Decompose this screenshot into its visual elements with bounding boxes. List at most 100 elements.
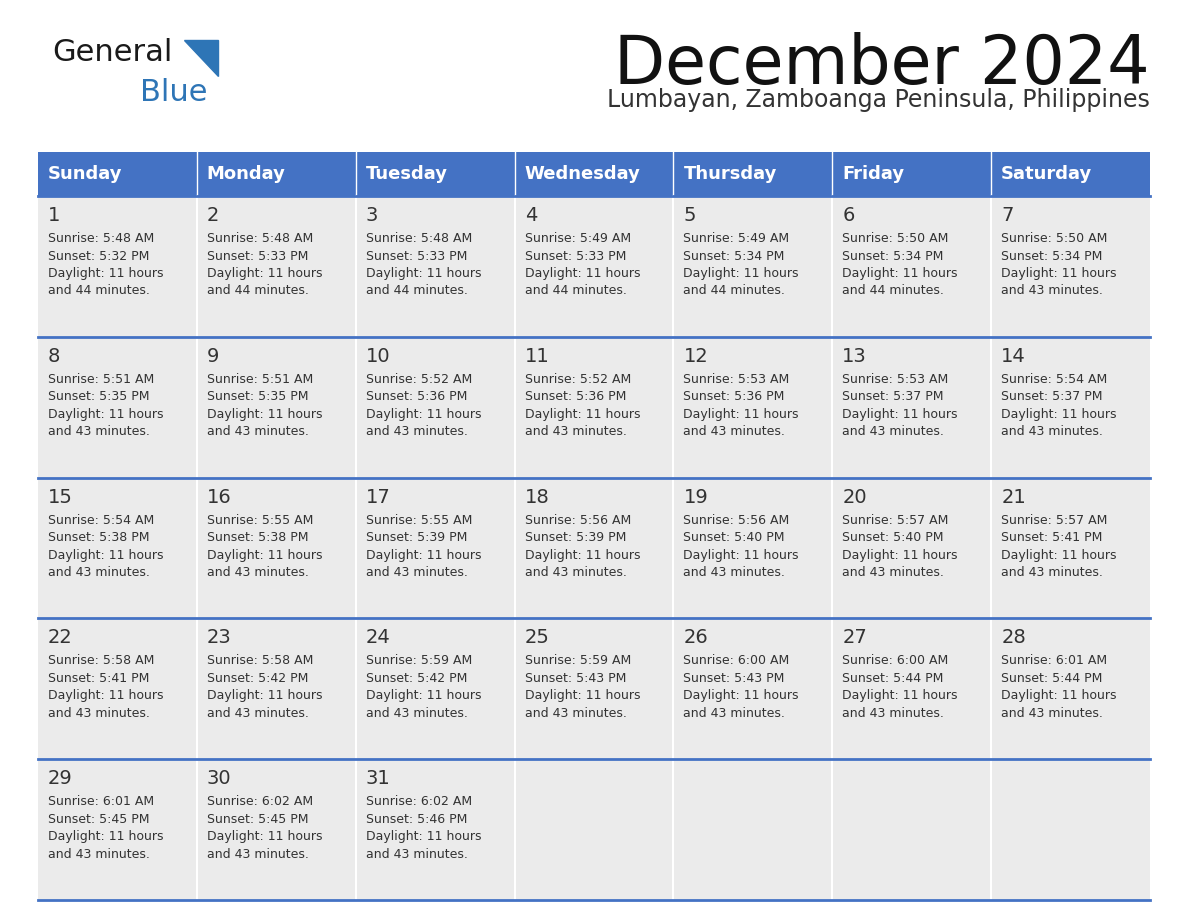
Text: 23: 23: [207, 629, 232, 647]
Text: 13: 13: [842, 347, 867, 365]
Bar: [197, 152, 355, 196]
Bar: [833, 759, 991, 900]
Text: Daylight: 11 hours: Daylight: 11 hours: [525, 267, 640, 280]
Text: Daylight: 11 hours: Daylight: 11 hours: [207, 830, 322, 844]
Bar: [833, 152, 991, 196]
Text: Daylight: 11 hours: Daylight: 11 hours: [366, 267, 481, 280]
Text: and 43 minutes.: and 43 minutes.: [48, 847, 150, 861]
Text: Sunrise: 6:01 AM: Sunrise: 6:01 AM: [48, 795, 154, 808]
Text: Sunset: 5:33 PM: Sunset: 5:33 PM: [207, 250, 308, 263]
Text: Sunrise: 5:53 AM: Sunrise: 5:53 AM: [683, 373, 790, 386]
Text: 17: 17: [366, 487, 391, 507]
Bar: [197, 759, 355, 900]
Text: 30: 30: [207, 769, 232, 789]
Text: and 44 minutes.: and 44 minutes.: [207, 285, 309, 297]
Text: 31: 31: [366, 769, 391, 789]
Text: General: General: [52, 38, 172, 67]
Text: Sunset: 5:35 PM: Sunset: 5:35 PM: [207, 390, 309, 403]
Polygon shape: [184, 40, 219, 76]
Text: Sunset: 5:40 PM: Sunset: 5:40 PM: [842, 532, 943, 544]
Text: Sunset: 5:32 PM: Sunset: 5:32 PM: [48, 250, 150, 263]
Bar: [833, 196, 991, 337]
Bar: [991, 477, 1150, 619]
Text: Sunrise: 5:58 AM: Sunrise: 5:58 AM: [48, 655, 154, 667]
Text: Sunset: 5:38 PM: Sunset: 5:38 PM: [207, 532, 309, 544]
Text: 2: 2: [207, 206, 220, 225]
Text: Daylight: 11 hours: Daylight: 11 hours: [842, 689, 958, 702]
Text: 15: 15: [48, 487, 72, 507]
Bar: [355, 152, 514, 196]
Text: Daylight: 11 hours: Daylight: 11 hours: [207, 267, 322, 280]
Bar: [991, 196, 1150, 337]
Bar: [197, 477, 355, 619]
Text: 14: 14: [1001, 347, 1026, 365]
Bar: [355, 619, 514, 759]
Bar: [38, 477, 197, 619]
Text: 6: 6: [842, 206, 854, 225]
Text: Thursday: Thursday: [683, 165, 777, 183]
Text: Sunset: 5:40 PM: Sunset: 5:40 PM: [683, 532, 785, 544]
Bar: [514, 152, 674, 196]
Text: Sunrise: 5:49 AM: Sunrise: 5:49 AM: [683, 232, 790, 245]
Text: Sunset: 5:41 PM: Sunset: 5:41 PM: [48, 672, 150, 685]
Text: Sunrise: 5:55 AM: Sunrise: 5:55 AM: [366, 513, 472, 527]
Text: and 43 minutes.: and 43 minutes.: [1001, 566, 1102, 579]
Text: Sunrise: 5:52 AM: Sunrise: 5:52 AM: [366, 373, 472, 386]
Bar: [991, 619, 1150, 759]
Text: 29: 29: [48, 769, 72, 789]
Text: Sunset: 5:36 PM: Sunset: 5:36 PM: [366, 390, 467, 403]
Bar: [991, 337, 1150, 477]
Text: and 43 minutes.: and 43 minutes.: [207, 425, 309, 438]
Text: Sunrise: 5:54 AM: Sunrise: 5:54 AM: [48, 513, 154, 527]
Bar: [355, 337, 514, 477]
Bar: [674, 152, 833, 196]
Text: Sunset: 5:42 PM: Sunset: 5:42 PM: [207, 672, 308, 685]
Text: Sunset: 5:33 PM: Sunset: 5:33 PM: [525, 250, 626, 263]
Text: Sunset: 5:43 PM: Sunset: 5:43 PM: [683, 672, 785, 685]
Bar: [514, 477, 674, 619]
Text: and 43 minutes.: and 43 minutes.: [207, 847, 309, 861]
Text: and 43 minutes.: and 43 minutes.: [1001, 425, 1102, 438]
Text: 1: 1: [48, 206, 61, 225]
Text: 12: 12: [683, 347, 708, 365]
Text: and 44 minutes.: and 44 minutes.: [842, 285, 944, 297]
Text: 28: 28: [1001, 629, 1026, 647]
Bar: [38, 196, 197, 337]
Text: 22: 22: [48, 629, 72, 647]
Text: 18: 18: [525, 487, 549, 507]
Text: Sunrise: 5:59 AM: Sunrise: 5:59 AM: [525, 655, 631, 667]
Bar: [833, 619, 991, 759]
Text: Sunset: 5:34 PM: Sunset: 5:34 PM: [683, 250, 785, 263]
Text: Daylight: 11 hours: Daylight: 11 hours: [683, 689, 798, 702]
Text: Daylight: 11 hours: Daylight: 11 hours: [48, 549, 164, 562]
Text: Daylight: 11 hours: Daylight: 11 hours: [842, 549, 958, 562]
Text: Daylight: 11 hours: Daylight: 11 hours: [1001, 408, 1117, 420]
Bar: [833, 477, 991, 619]
Text: Sunset: 5:34 PM: Sunset: 5:34 PM: [1001, 250, 1102, 263]
Text: and 43 minutes.: and 43 minutes.: [48, 707, 150, 720]
Text: Daylight: 11 hours: Daylight: 11 hours: [48, 408, 164, 420]
Text: Sunset: 5:36 PM: Sunset: 5:36 PM: [525, 390, 626, 403]
Text: Sunrise: 5:51 AM: Sunrise: 5:51 AM: [48, 373, 154, 386]
Text: and 43 minutes.: and 43 minutes.: [1001, 285, 1102, 297]
Bar: [38, 337, 197, 477]
Text: Daylight: 11 hours: Daylight: 11 hours: [525, 549, 640, 562]
Text: Daylight: 11 hours: Daylight: 11 hours: [842, 408, 958, 420]
Text: Sunset: 5:41 PM: Sunset: 5:41 PM: [1001, 532, 1102, 544]
Text: and 44 minutes.: and 44 minutes.: [366, 285, 468, 297]
Text: and 43 minutes.: and 43 minutes.: [366, 707, 468, 720]
Text: Sunset: 5:38 PM: Sunset: 5:38 PM: [48, 532, 150, 544]
Bar: [514, 759, 674, 900]
Text: Blue: Blue: [140, 78, 208, 107]
Text: Sunrise: 5:48 AM: Sunrise: 5:48 AM: [207, 232, 314, 245]
Text: Friday: Friday: [842, 165, 904, 183]
Text: Sunset: 5:36 PM: Sunset: 5:36 PM: [683, 390, 785, 403]
Bar: [197, 337, 355, 477]
Text: Sunrise: 5:59 AM: Sunrise: 5:59 AM: [366, 655, 472, 667]
Text: Daylight: 11 hours: Daylight: 11 hours: [366, 408, 481, 420]
Text: and 43 minutes.: and 43 minutes.: [1001, 707, 1102, 720]
Text: Daylight: 11 hours: Daylight: 11 hours: [207, 689, 322, 702]
Text: and 43 minutes.: and 43 minutes.: [525, 707, 626, 720]
Text: 8: 8: [48, 347, 61, 365]
Text: Daylight: 11 hours: Daylight: 11 hours: [48, 830, 164, 844]
